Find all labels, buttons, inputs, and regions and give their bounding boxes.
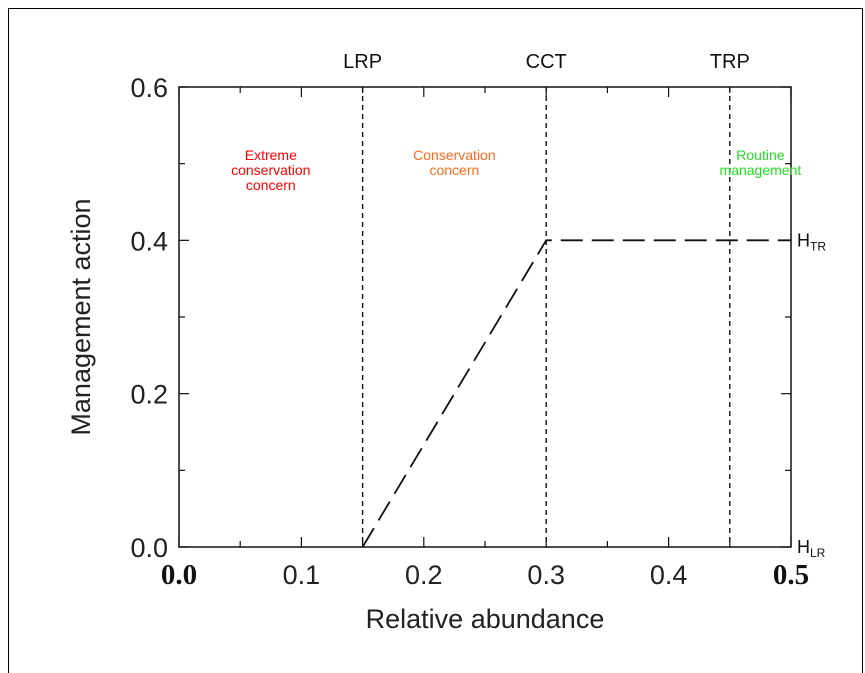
x-axis-title: Relative abundance	[366, 604, 605, 634]
figure-frame	[8, 8, 863, 673]
h-label-tr: HTR	[797, 230, 826, 253]
zone-label: Routine	[736, 147, 784, 163]
x-tick-label: 0.3	[527, 560, 565, 590]
zone-label: concern	[246, 177, 296, 193]
x-tick-label: 0.4	[650, 560, 688, 590]
y-tick-label: 0.0	[130, 533, 168, 563]
zone-label: management	[720, 162, 802, 178]
h-label-lr: HLR	[797, 537, 826, 560]
y-tick-label: 0.4	[130, 226, 168, 256]
y-tick-label: 0.6	[130, 73, 168, 103]
series-line	[361, 239, 791, 548]
reference-label-trp: TRP	[710, 51, 750, 73]
x-tick-label: 0.0	[161, 559, 197, 591]
zone-label: Conservation	[413, 147, 496, 163]
axis-ticks: 0.0 0.1 0.2 0.3 0.4 0.5 0.0 0.2 0.4 0.6	[130, 73, 809, 591]
y-axis-title: Management action	[66, 198, 96, 435]
zone-label: conservation	[231, 162, 310, 178]
reference-label-lrp: LRP	[343, 51, 382, 73]
y-tick-label: 0.2	[130, 380, 168, 410]
x-tick-label: 0.5	[773, 559, 809, 591]
reference-lines	[361, 87, 731, 547]
zone-label: concern	[429, 162, 479, 178]
reference-label-cct: CCT	[526, 51, 567, 73]
x-tick-label: 0.2	[405, 560, 443, 590]
series	[361, 239, 791, 548]
x-tick-label: 0.1	[283, 560, 321, 590]
labels: Relative abundance Management action LRP CC…	[66, 51, 826, 634]
zone-label: Extreme	[245, 147, 297, 163]
